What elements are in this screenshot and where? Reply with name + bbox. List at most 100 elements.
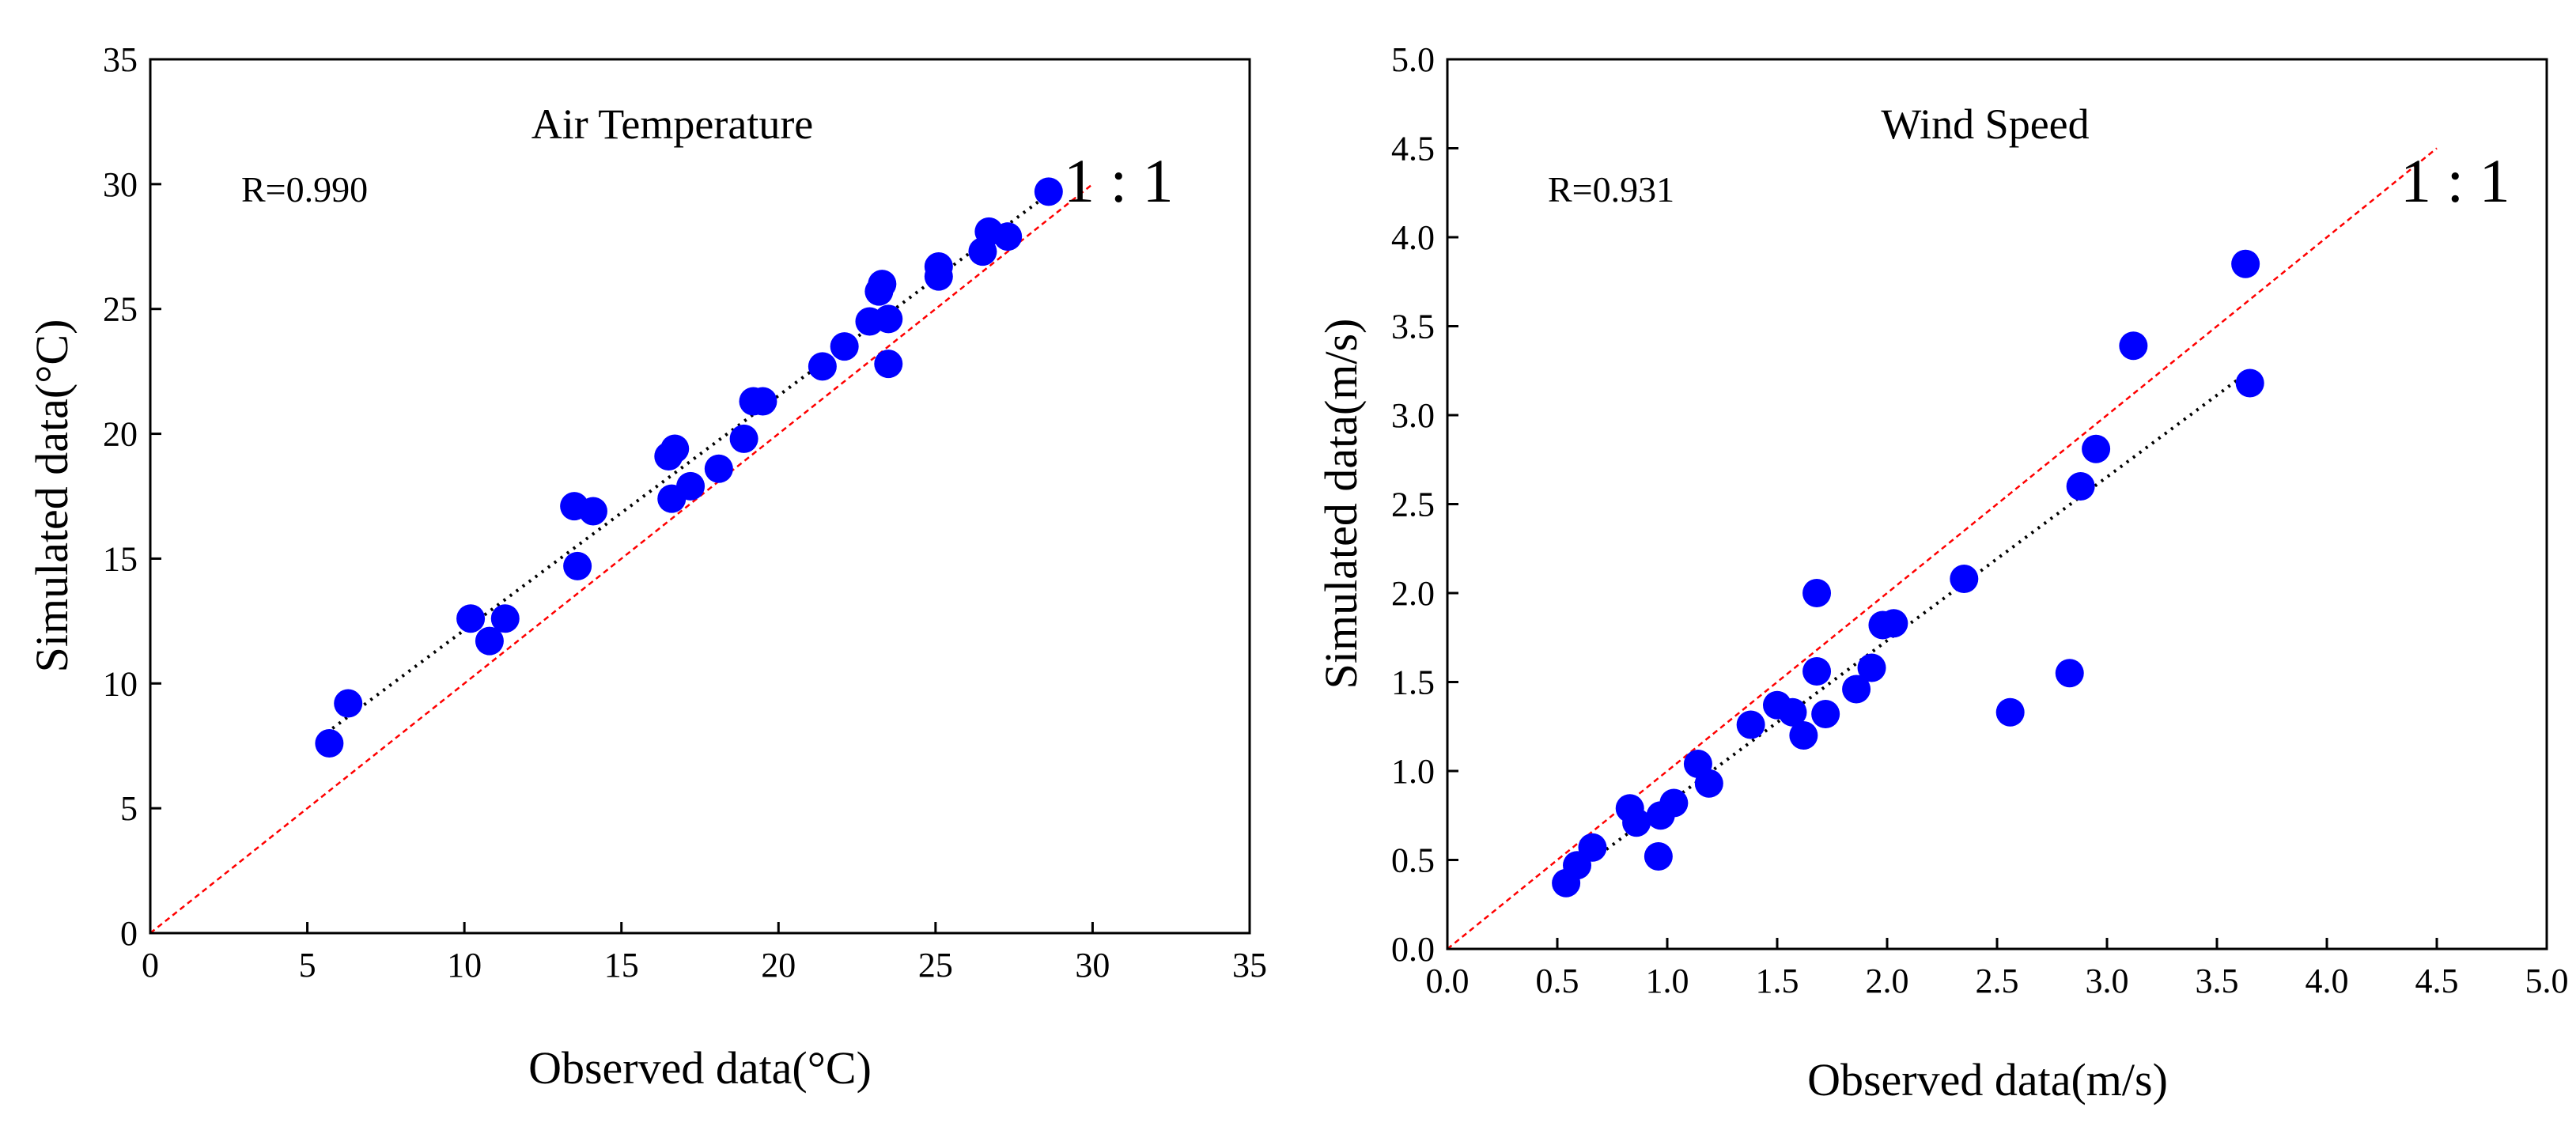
data-point [1034, 177, 1063, 206]
data-point [334, 689, 363, 718]
data-point [1789, 721, 1818, 750]
x-tick-label: 10 [447, 946, 482, 984]
data-point [1659, 788, 1689, 818]
x-tick-label: 0.0 [1426, 962, 1470, 1000]
data-point [2082, 434, 2111, 463]
data-point [660, 434, 690, 463]
one-to-one-label: 1 : 1 [1064, 146, 1174, 215]
air-temperature-panel: 0 5 10 15 20 25 30 35 0 5 10 15 20 25 30 35 Air Temper… [26, 40, 1267, 1094]
one-to-one-line [1447, 147, 2438, 949]
y-tick-label: 30 [103, 165, 138, 204]
correlation-annotation: R=0.931 [1548, 169, 1674, 210]
data-point [456, 604, 486, 633]
data-point [1578, 833, 1607, 862]
data-point [1879, 609, 1908, 638]
y-axis: 0.0 0.5 1.0 1.5 2.0 2.5 3.0 3.5 4.0 4.5 5.0 [1391, 40, 1458, 969]
one-to-one-label: 1 : 1 [2400, 146, 2510, 215]
x-tick-label: 30 [1075, 946, 1110, 984]
x-tick-label: 2.5 [1976, 962, 2019, 1000]
wind-speed-panel: 0.0 0.5 1.0 1.5 2.0 2.5 3.0 3.5 4.0 4.5 5.0 0.0 0.5… [1315, 40, 2569, 1105]
data-point [1736, 710, 1765, 739]
plot-frame [149, 58, 1251, 935]
y-tick-label: 2.5 [1391, 486, 1435, 524]
y-tick-label: 3.0 [1391, 396, 1435, 435]
data-point [475, 626, 504, 656]
x-tick-label: 35 [1232, 946, 1267, 984]
data-point [704, 454, 733, 483]
data-point [830, 332, 859, 361]
x-tick-label: 4.5 [2415, 962, 2459, 1000]
y-tick-label: 0.5 [1391, 841, 1435, 880]
y-tick-label: 1.0 [1391, 752, 1435, 791]
data-point [1995, 697, 2025, 727]
x-tick-label: 15 [604, 946, 639, 984]
x-axis-label: Observed data(°C) [528, 1042, 872, 1094]
data-point [315, 729, 344, 758]
y-axis-label: Simulated data(°C) [26, 319, 78, 673]
data-point [2119, 331, 2148, 361]
correlation-annotation: R=0.990 [241, 169, 368, 210]
x-tick-label: 0.5 [1536, 962, 1579, 1000]
data-point [874, 304, 903, 334]
y-tick-label: 1.5 [1391, 663, 1435, 702]
y-tick-label: 20 [103, 415, 138, 454]
x-tick-label: 3.0 [2086, 962, 2129, 1000]
data-point [1694, 769, 1723, 798]
x-tick-label: 20 [761, 946, 796, 984]
y-tick-label: 3.5 [1391, 308, 1435, 346]
y-tick-label: 5 [120, 789, 138, 828]
y-tick-label: 4.0 [1391, 218, 1435, 257]
data-point [2066, 472, 2095, 501]
x-tick-label: 5.0 [2525, 962, 2569, 1000]
data-point [563, 551, 592, 580]
data-point [1802, 579, 1832, 607]
data-point [874, 350, 903, 379]
chart-title: Air Temperature [531, 100, 814, 148]
data-point [1950, 565, 1979, 593]
data-point [868, 270, 897, 299]
data-point [748, 387, 777, 416]
x-axis-label: Observed data(m/s) [1807, 1054, 2168, 1105]
y-tick-label: 5.0 [1391, 40, 1435, 79]
data-point [490, 604, 520, 633]
x-tick-label: 3.5 [2196, 962, 2239, 1000]
data-point [2055, 659, 2084, 688]
data-point [1802, 657, 1832, 686]
data-point [1811, 700, 1840, 728]
data-point [1857, 653, 1886, 682]
data-point [808, 352, 837, 381]
scatter-points [1552, 249, 2264, 898]
y-tick-label: 4.5 [1391, 130, 1435, 168]
y-tick-label: 2.0 [1391, 574, 1435, 613]
x-axis: 0.0 0.5 1.0 1.5 2.0 2.5 3.0 3.5 4.0 4.5 5.0 [1426, 938, 2569, 1000]
x-tick-label: 2.0 [1866, 962, 1909, 1000]
x-tick-label: 1.5 [1756, 962, 1799, 1000]
data-point [924, 252, 953, 282]
y-axis-label: Simulated data(m/s) [1315, 319, 1367, 690]
data-point [676, 471, 705, 501]
data-point [729, 424, 758, 453]
x-tick-label: 0 [142, 946, 159, 984]
data-point [1644, 842, 1673, 871]
y-tick-label: 0 [120, 914, 138, 953]
x-tick-label: 25 [918, 946, 953, 984]
data-point [2231, 249, 2260, 278]
data-point [578, 497, 607, 526]
y-axis: 0 5 10 15 20 25 30 35 [103, 40, 161, 953]
one-to-one-line [150, 183, 1094, 933]
data-point [1842, 675, 1871, 704]
data-point [1622, 808, 1651, 837]
data-point [2235, 368, 2264, 398]
y-tick-label: 35 [103, 40, 138, 79]
scatter-points [315, 177, 1063, 758]
y-tick-label: 15 [103, 539, 138, 578]
data-point [1778, 697, 1807, 727]
y-tick-label: 0.0 [1391, 930, 1435, 969]
x-tick-label: 5 [299, 946, 316, 984]
chart-title: Wind Speed [1881, 100, 2089, 148]
x-axis: 0 5 10 15 20 25 30 35 [142, 922, 1267, 984]
data-point [993, 222, 1023, 251]
y-tick-label: 10 [103, 664, 138, 703]
x-tick-label: 1.0 [1646, 962, 1689, 1000]
